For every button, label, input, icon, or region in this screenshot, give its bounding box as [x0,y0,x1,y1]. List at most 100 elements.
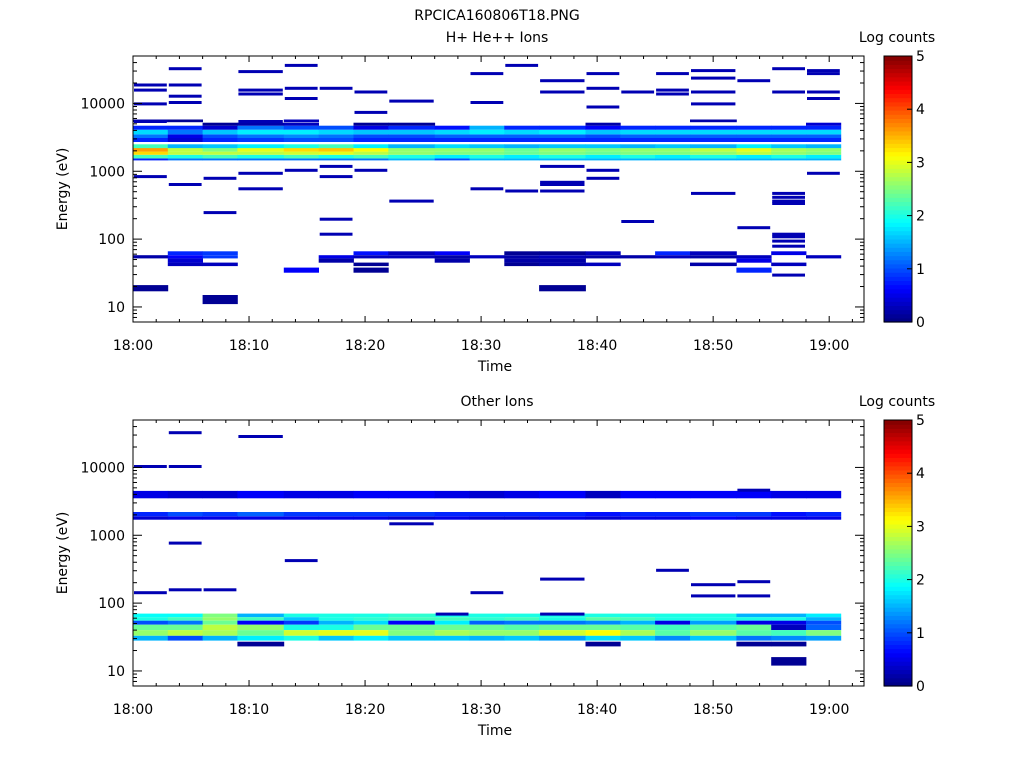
count-trace [389,199,434,203]
heatmap-cell [283,516,319,520]
count-trace [656,72,689,76]
heatmap-cell [388,635,436,641]
heatmap-cell [353,516,389,520]
heatmap-cell [690,137,737,142]
colorbar-swatch [884,611,912,616]
heatmap-cell [690,144,737,149]
heatmap-cell [504,151,540,155]
count-trace [540,577,585,581]
heatmap-cell [434,624,470,631]
panel-title: H+ He++ Ions [446,30,549,46]
colorbar-swatch [884,432,912,438]
heatmap-cell [469,148,505,152]
heatmap-cell [434,148,470,152]
heatmap-cell [469,134,505,138]
colorbar-swatch [884,594,912,600]
heatmap-cell [690,630,737,636]
plot-frame [132,55,865,323]
heatmap-cell [585,617,621,621]
heatmap-cell [655,490,691,499]
heatmap-cell [353,158,389,161]
heatmap-cell [283,512,319,517]
heatmap-cell [283,144,319,149]
heatmap-cell [655,255,691,259]
colorbar-swatch [884,474,912,479]
heatmap-cell [539,125,586,130]
x-tick-label: 18:50 [693,702,733,718]
heatmap-cell [806,613,842,618]
heatmap-cell [690,148,737,152]
colorbar-swatch [884,436,912,442]
heatmap-cell [167,148,203,152]
heatmap-cell [771,148,807,152]
y-tick-label: 100 [98,232,125,248]
heatmap-cell [736,630,772,636]
x-tick-label: 18:10 [229,702,269,718]
panel-other-ions: Other Ions Energy (eV) Time Log counts 1… [55,394,935,739]
colorbar-swatch [884,569,912,575]
colorbar-swatch [884,636,912,641]
heatmap-cell [237,613,285,618]
y-tick-label: 100 [98,596,125,612]
heatmap-cell [620,613,656,618]
count-trace [737,79,771,83]
colorbar-swatch [884,669,912,675]
count-trace [586,176,620,180]
heatmap-cell [690,490,737,499]
heatmap-cell [237,620,285,625]
heatmap-cell [620,490,656,499]
heatmap-cell [353,512,389,517]
heatmap-cell [237,635,285,641]
count-trace [435,612,469,616]
count-trace [238,120,283,123]
heatmap-cell [771,641,807,647]
heatmap-cell [585,490,621,499]
y-axis-label: Energy (eV) [55,148,71,231]
heatmap-cell [736,134,772,138]
heatmap-cell [388,158,436,161]
count-trace [586,72,620,76]
heatmap-cell [469,516,505,520]
heatmap-cell [237,154,285,159]
heatmap-cell [690,134,737,138]
count-trace [284,86,318,90]
colorbar-swatch [884,85,912,90]
heatmap-cell [434,158,470,161]
heatmap-cell [237,137,285,142]
heatmap-cell [736,635,772,641]
heatmap-cell [167,129,203,135]
heatmap-cell [620,512,656,517]
colorbar-swatch [884,507,912,513]
y-tick-label: 10000 [80,96,125,112]
heatmap-cell [736,255,772,259]
heatmap-cell [283,137,319,142]
heatmap-cell [434,255,470,259]
heatmap-cell [585,630,621,636]
heatmap-cell [434,620,470,625]
heatmap-cell [504,255,540,259]
count-trace [168,94,202,98]
colorbar-swatch [884,511,912,517]
heatmap-cell [690,154,737,159]
heatmap-cell [283,119,319,123]
heatmap-cell [539,624,586,631]
heatmap-cell [585,516,621,520]
count-trace [656,568,689,572]
heatmap-cell [283,148,319,152]
count-trace [389,522,434,526]
colorbar-swatch [884,503,912,508]
count-trace [656,88,689,92]
count-trace [168,588,202,592]
colorbar-label: Log counts [859,394,935,410]
heatmap-cell [806,620,842,625]
count-trace [540,183,585,186]
count-trace [134,591,167,595]
heatmap-cell [469,151,505,155]
heatmap-cell [504,613,540,618]
heatmap-cell [388,512,436,517]
count-trace [807,171,840,175]
heatmap-cell [202,144,238,149]
heatmap-cell [539,158,586,161]
heatmap-cell [167,258,203,263]
